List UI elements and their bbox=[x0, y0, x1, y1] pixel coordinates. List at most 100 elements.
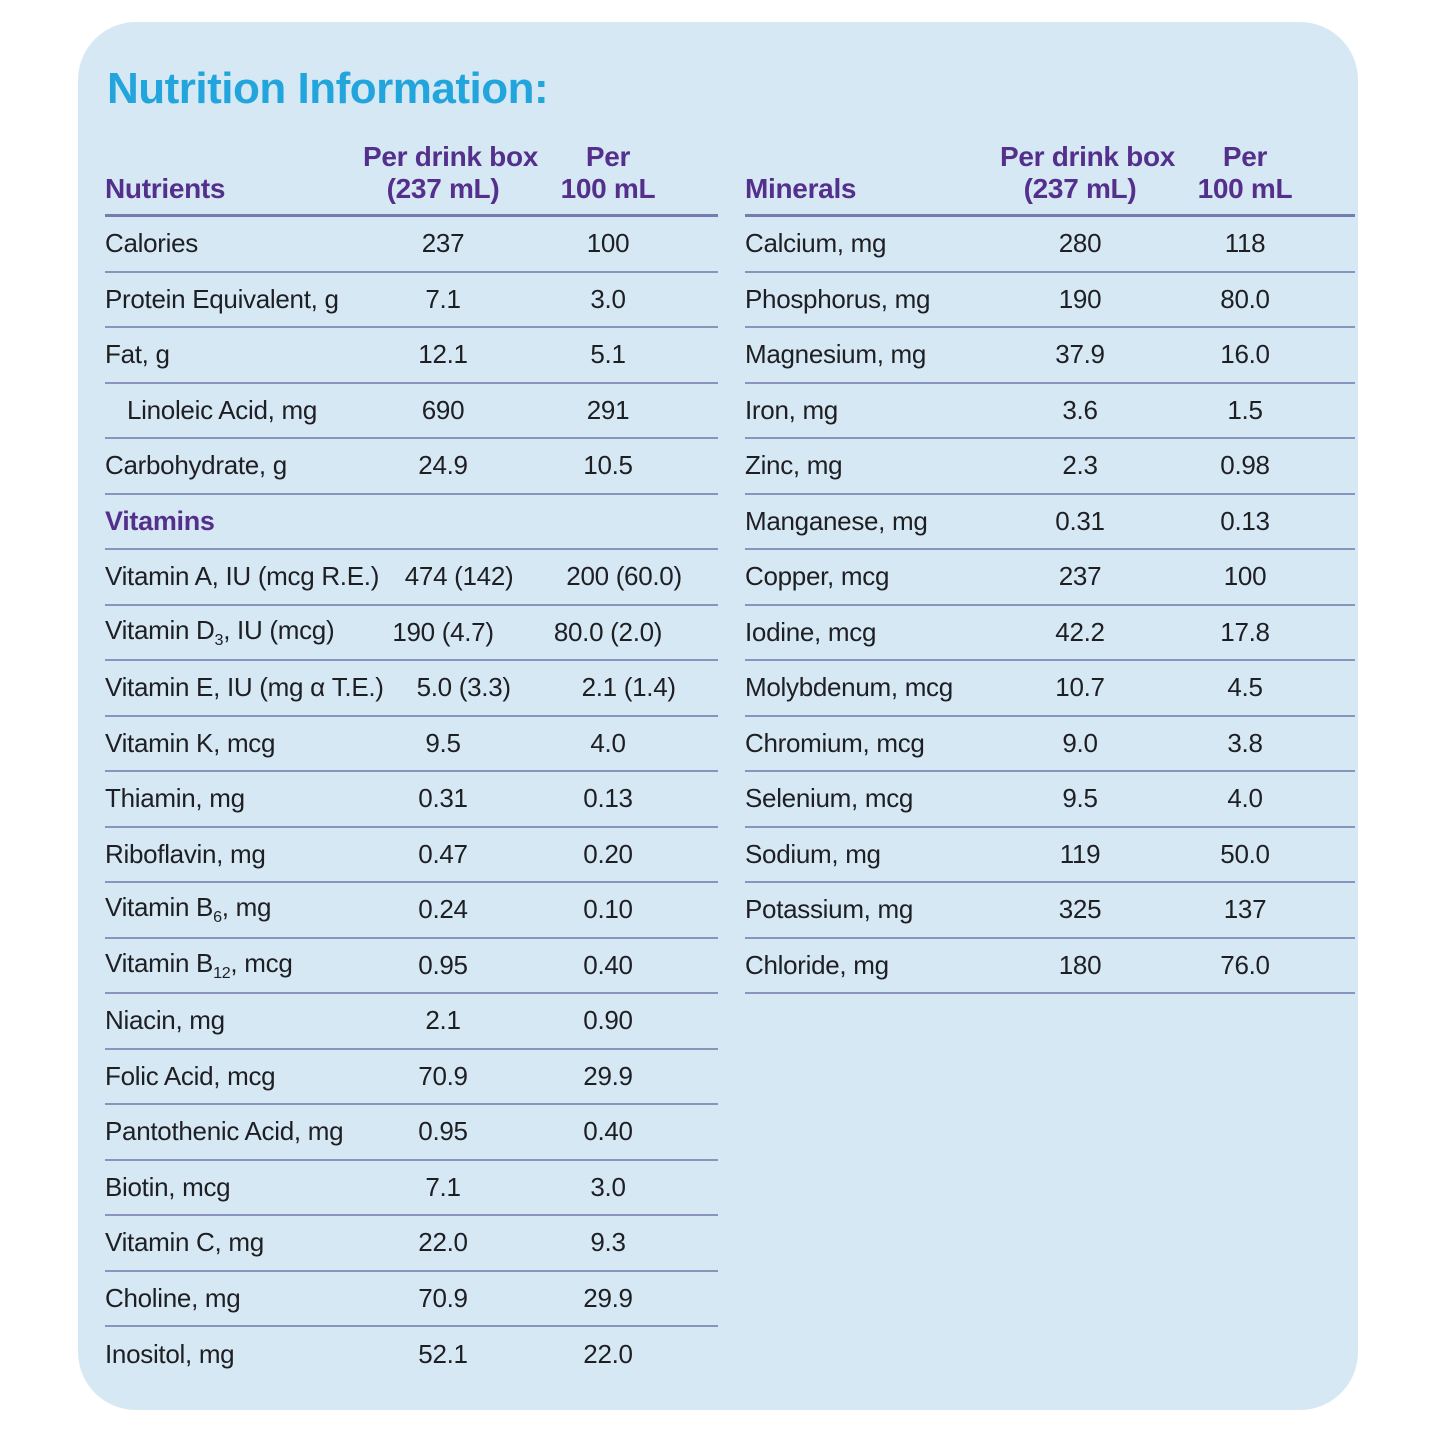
value-per-drink-box: 180 bbox=[1058, 949, 1102, 980]
value-per-100ml: 0.40 bbox=[583, 949, 633, 980]
table-row: Iodine, mcg 42.2 17.8 bbox=[745, 606, 1355, 661]
per-drink-box-line2: (237 mL) bbox=[386, 172, 500, 204]
row-label-text: Copper, mcg bbox=[745, 561, 890, 592]
value-per-100ml: 4.0 bbox=[1227, 783, 1263, 814]
column-header-per-drink-box: Per drink box (237 mL) bbox=[1000, 141, 1175, 204]
row-label: Iron, mg bbox=[745, 395, 1000, 426]
row-label-prefix: Vitamin B bbox=[105, 947, 214, 978]
value-per-100ml: 22.0 bbox=[583, 1339, 633, 1370]
row-label: Carbohydrate, g bbox=[105, 450, 363, 481]
value-per-100ml: 2.1 (1.4) bbox=[581, 672, 676, 703]
value-per-drink-box: 10.7 bbox=[1055, 672, 1105, 703]
row-label: Sodium, mg bbox=[745, 839, 1000, 870]
row-label-text: Chloride, mg bbox=[745, 949, 889, 980]
value-per-100ml: 100 bbox=[586, 228, 630, 259]
table-row: Zinc, mg 2.3 0.98 bbox=[745, 439, 1355, 495]
table-row: Biotin, mcg 7.1 3.0 bbox=[105, 1161, 718, 1216]
row-label-text: Vitamin E, IU (mg α T.E.) bbox=[105, 672, 384, 703]
value-per-drink-box: 9.0 bbox=[1062, 727, 1098, 758]
row-label-text: Molybdenum, mcg bbox=[745, 672, 953, 703]
row-label: Molybdenum, mcg bbox=[745, 672, 1000, 703]
table-row: Chromium, mcg 9.0 3.8 bbox=[745, 717, 1355, 772]
row-label: Folic Acid, mcg bbox=[105, 1061, 363, 1092]
row-label-text: Thiamin, mg bbox=[105, 783, 245, 814]
value-per-drink-box: 12.1 bbox=[418, 339, 468, 370]
row-label-text: Pantothenic Acid, mg bbox=[105, 1116, 344, 1147]
value-per-100ml: 29.9 bbox=[583, 1060, 633, 1091]
table-row: Protein Equivalent, g 7.1 3.0 bbox=[105, 273, 718, 328]
value-per-drink-box: 9.5 bbox=[425, 727, 461, 758]
value-per-100ml: 100 bbox=[1223, 561, 1267, 592]
value-per-100ml: 137 bbox=[1223, 894, 1267, 925]
value-per-drink-box: 70.9 bbox=[418, 1060, 468, 1091]
row-label-text: Calcium, mg bbox=[745, 228, 887, 259]
row-label-text: Vitamin C, mg bbox=[105, 1227, 264, 1258]
value-per-drink-box: 24.9 bbox=[418, 450, 468, 481]
value-per-100ml: 0.13 bbox=[583, 783, 633, 814]
row-label-text: Sodium, mg bbox=[745, 838, 881, 869]
row-label-suffix: , IU (mcg) bbox=[223, 614, 335, 645]
per-100ml-line1: Per bbox=[585, 141, 631, 173]
table-row: Sodium, mg 119 50.0 bbox=[745, 828, 1355, 883]
row-label: Chloride, mg bbox=[745, 950, 1000, 981]
row-label-text: Choline, mg bbox=[105, 1282, 241, 1313]
row-label-text: Calories bbox=[105, 228, 198, 259]
table-row: Vitamin E, IU (mg α T.E.) 5.0 (3.3) 2.1 (1… bbox=[105, 661, 718, 717]
minerals-table: Minerals Per drink box (237 mL) Per 100 mL Ca… bbox=[745, 122, 1355, 1383]
value-per-100ml: 0.90 bbox=[583, 1005, 633, 1036]
row-label: Phosphorus, mg bbox=[745, 284, 1000, 315]
table-row: Choline, mg 70.9 29.9 bbox=[105, 1272, 718, 1327]
table-row: Calories 237 100 bbox=[105, 217, 718, 273]
row-label: Iodine, mcg bbox=[745, 617, 1000, 648]
table-row: Vitamin B6, mg 0.24 0.10 bbox=[105, 883, 718, 939]
nutrients-table: Nutrients Per drink box (237 mL) Per 100 mL C… bbox=[105, 122, 718, 1383]
row-label: Vitamin K, mcg bbox=[105, 728, 363, 759]
value-per-100ml: 29.9 bbox=[583, 1282, 633, 1313]
nutrition-information-title: Nutrition Information: bbox=[107, 64, 549, 113]
row-label-prefix: Vitamin D bbox=[105, 614, 215, 645]
per-100ml-line1: Per bbox=[1222, 141, 1268, 173]
row-label-subscript: 6 bbox=[213, 908, 222, 927]
value-per-100ml: 16.0 bbox=[1220, 339, 1270, 370]
row-label: Niacin, mg bbox=[105, 1005, 363, 1036]
value-per-drink-box: 190 (4.7) bbox=[392, 616, 494, 647]
section-label: Vitamins bbox=[105, 505, 215, 536]
value-per-100ml: 0.13 bbox=[1220, 505, 1270, 536]
row-label: Calories bbox=[105, 228, 363, 259]
table-row: Magnesium, mg 37.9 16.0 bbox=[745, 328, 1355, 384]
value-per-drink-box: 2.3 bbox=[1062, 450, 1098, 481]
row-label: Vitamin A, IU (mcg R.E.) bbox=[105, 561, 379, 592]
row-label-text: Carbohydrate, g bbox=[105, 450, 287, 481]
value-per-drink-box: 0.47 bbox=[418, 838, 468, 869]
row-label-text: Riboflavin, mg bbox=[105, 838, 266, 869]
value-per-drink-box: 3.6 bbox=[1062, 394, 1098, 425]
table-row: Molybdenum, mcg 10.7 4.5 bbox=[745, 661, 1355, 717]
table-row: Vitamin B12, mcg 0.95 0.40 bbox=[105, 939, 718, 994]
value-per-100ml: 3.0 bbox=[590, 1171, 626, 1202]
per-100ml-line2: 100 mL bbox=[1197, 172, 1293, 204]
row-label-text: Iodine, mcg bbox=[745, 616, 877, 647]
table-row: Vitamin C, mg 22.0 9.3 bbox=[105, 1216, 718, 1272]
value-per-drink-box: 22.0 bbox=[418, 1227, 468, 1258]
value-per-100ml: 0.10 bbox=[583, 894, 633, 925]
column-header-label: Nutrients bbox=[105, 172, 226, 204]
nutrients-header-row: Nutrients Per drink box (237 mL) Per 100 mL bbox=[105, 122, 718, 217]
row-label: Inositol, mg bbox=[105, 1339, 363, 1370]
value-per-drink-box: 119 bbox=[1059, 838, 1101, 869]
row-label-text: Linoleic Acid, mg bbox=[127, 394, 318, 425]
row-label: Calcium, mg bbox=[745, 228, 1000, 259]
table-row: Copper, mcg 237 100 bbox=[745, 550, 1355, 606]
row-label: Vitamin B12, mcg bbox=[105, 948, 363, 983]
value-per-drink-box: 0.24 bbox=[418, 894, 468, 925]
row-label: Potassium, mg bbox=[745, 894, 1000, 925]
row-label-suffix: , mg bbox=[221, 892, 272, 923]
value-per-100ml: 200 (60.0) bbox=[566, 561, 682, 592]
row-label-text: Fat, g bbox=[105, 339, 170, 370]
row-label-subscript: 12 bbox=[213, 963, 231, 982]
row-label: Biotin, mcg bbox=[105, 1172, 363, 1203]
column-header-label: Minerals bbox=[745, 172, 857, 204]
value-per-drink-box: 0.31 bbox=[1055, 505, 1105, 536]
tables-container: Nutrients Per drink box (237 mL) Per 100 mL C… bbox=[105, 122, 1355, 1383]
table-row: Inositol, mg 52.1 22.0 bbox=[105, 1327, 718, 1383]
row-label-text: Selenium, mcg bbox=[745, 783, 914, 814]
